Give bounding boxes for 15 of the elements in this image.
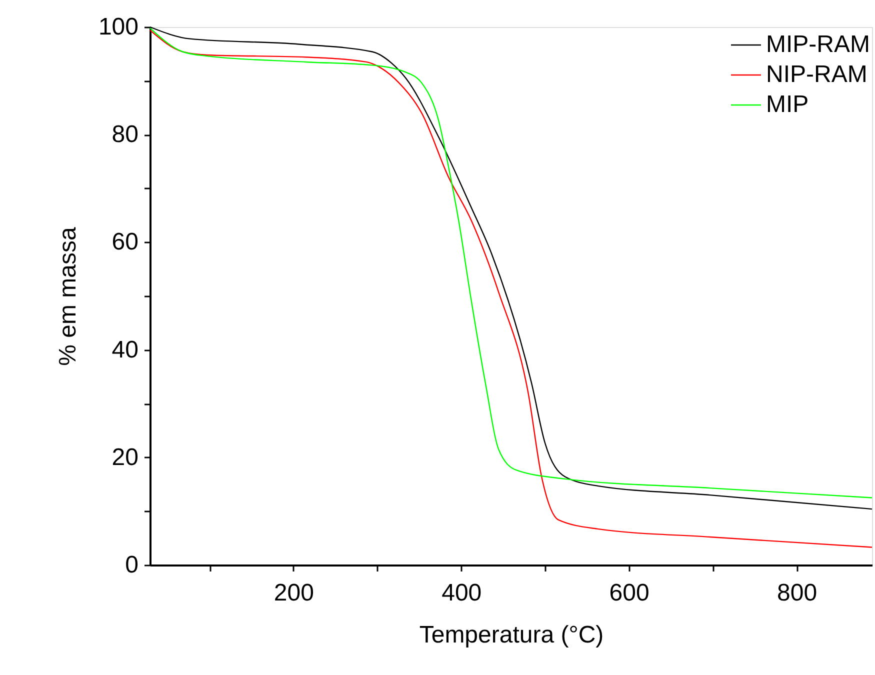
- x-tick-label: 600: [609, 580, 650, 606]
- y-tick-label: 20: [112, 444, 138, 471]
- y-tick-label: 60: [112, 228, 138, 256]
- x-tick-label: 800: [777, 580, 818, 606]
- legend-label: MIP: [766, 91, 809, 118]
- y-tick-label: 100: [98, 14, 138, 40]
- x-tick-label: 400: [442, 580, 482, 606]
- legend-label: MIP-RAM: [766, 31, 870, 58]
- y-tick-label: 80: [112, 121, 138, 148]
- y-axis-title: % em massa: [54, 226, 82, 366]
- legend-label: NIP-RAM: [766, 61, 868, 88]
- y-tick-label: 0: [125, 552, 138, 578]
- x-tick-label: 200: [274, 580, 314, 606]
- y-tick-label: 40: [112, 336, 138, 364]
- x-axis-title: Temperatura (°C): [419, 622, 604, 648]
